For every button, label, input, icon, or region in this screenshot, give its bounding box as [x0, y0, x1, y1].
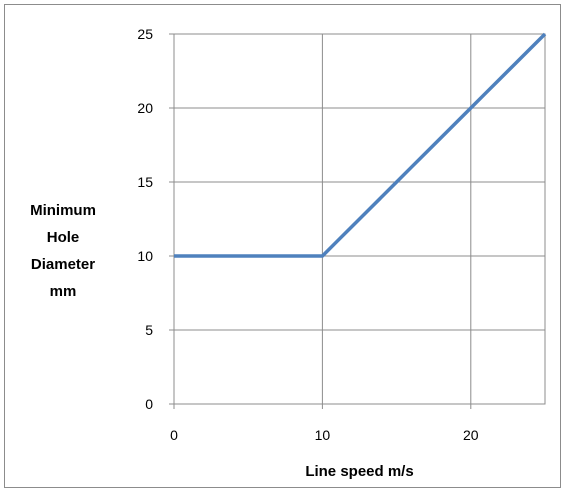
- y-tick-label: 15: [137, 174, 153, 190]
- y-axis-title: Minimum Hole Diameter mm: [30, 202, 96, 300]
- y-axis-title-line: Hole: [47, 229, 80, 246]
- x-axis-tick-labels: 0 10 20: [170, 404, 479, 443]
- y-tick-label: 10: [137, 248, 153, 264]
- series-layer: [174, 32, 547, 258]
- series-line: [174, 32, 547, 258]
- x-tick-label: 10: [315, 427, 331, 443]
- y-tick-label: 5: [145, 322, 153, 338]
- y-axis-title-line: Minimum: [30, 202, 96, 219]
- y-tick-label: 25: [137, 26, 153, 42]
- y-tick-label: 20: [137, 100, 153, 116]
- y-axis-tick-labels: 0 5 10 15 20 25: [137, 26, 174, 412]
- x-tick-label: 0: [170, 427, 178, 443]
- x-axis-title: Line speed m/s: [305, 463, 413, 480]
- plot-area: [173, 33, 546, 405]
- y-axis-title-line: mm: [50, 283, 77, 300]
- chart-frame: [4, 4, 561, 488]
- x-tick-label: 20: [463, 427, 479, 443]
- y-tick-label: 0: [145, 396, 153, 412]
- y-axis-title-line: Diameter: [31, 256, 95, 273]
